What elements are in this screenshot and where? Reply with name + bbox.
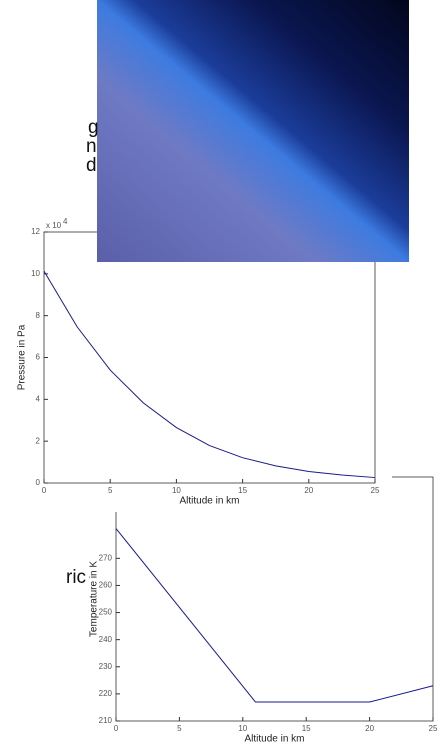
text-fragment: d: [86, 155, 97, 176]
y-tick-label: 10: [31, 269, 40, 278]
y-tick-label: 210: [99, 716, 113, 725]
y-tick-label: 240: [99, 635, 113, 644]
x-axis-label: Altitude in km: [244, 734, 304, 745]
text-fragment: g: [88, 117, 99, 138]
figure-background: [0, 222, 392, 512]
y-tick-label: 250: [99, 608, 113, 617]
y-axis-label: Temperature in K: [89, 561, 100, 637]
x-tick-label: 25: [371, 486, 380, 495]
x-tick-label: 5: [177, 724, 182, 733]
y-tick-label: 270: [99, 553, 113, 562]
x-tick-label: 5: [108, 486, 113, 495]
y-tick-label: 12: [31, 227, 40, 236]
data-line: [43, 270, 376, 479]
pressure-chart: 0 5 10 15 20 25 0 2 4 6 8 10 12 Altitude in km Pressur…: [0, 217, 392, 512]
text-fragment: n: [86, 136, 97, 157]
x-tick-label: 15: [238, 486, 247, 495]
x-tick-label: 20: [304, 486, 313, 495]
data-line: [115, 528, 434, 703]
x-tick-label: 10: [172, 486, 181, 495]
y-tick-label: 260: [99, 581, 113, 590]
temperature-chart: 0 5 10 15 20 25 210 220 230 240 250 260 270 Altitude …: [60, 470, 443, 749]
x-tick-label: 15: [302, 724, 311, 733]
x-tick-label: 0: [114, 724, 119, 733]
x-tick-label: 20: [365, 724, 374, 733]
y-tick-label: 8: [36, 311, 41, 320]
y-axis-label: Pressure in Pa: [17, 324, 28, 390]
y-scale-exponent: 4: [63, 217, 68, 226]
text-fragment: ric: [66, 567, 86, 588]
x-tick-label: 10: [238, 724, 247, 733]
x-axis-label: Altitude in km: [179, 496, 239, 507]
y-tick-label: 230: [99, 662, 113, 671]
y-tick-label: 2: [36, 436, 41, 445]
y-tick-label: 0: [36, 478, 41, 487]
x-tick-label: 25: [429, 724, 438, 733]
figure-background: [60, 470, 443, 749]
y-tick-label: 220: [99, 689, 113, 698]
y-scale-label: x 10: [46, 221, 62, 230]
atmosphere-photo: [97, 0, 409, 262]
y-tick-label: 6: [36, 353, 41, 362]
y-tick-label: 4: [36, 394, 41, 403]
x-tick-label: 0: [42, 486, 47, 495]
